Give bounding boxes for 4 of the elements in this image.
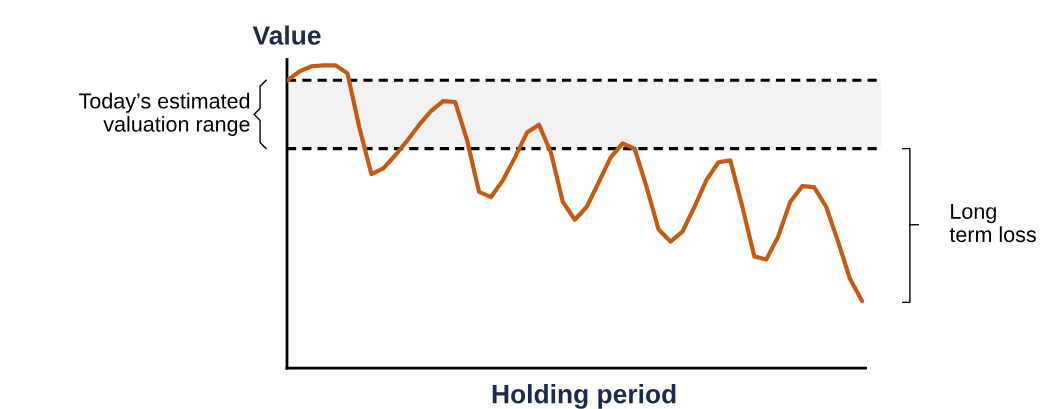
text: Today’s estimated valuation range bbox=[79, 92, 250, 137]
text: Long term loss bbox=[949, 203, 1036, 243]
y-axis-title: Value bbox=[252, 25, 321, 45]
x-axis-title: Holding period bbox=[492, 384, 676, 409]
